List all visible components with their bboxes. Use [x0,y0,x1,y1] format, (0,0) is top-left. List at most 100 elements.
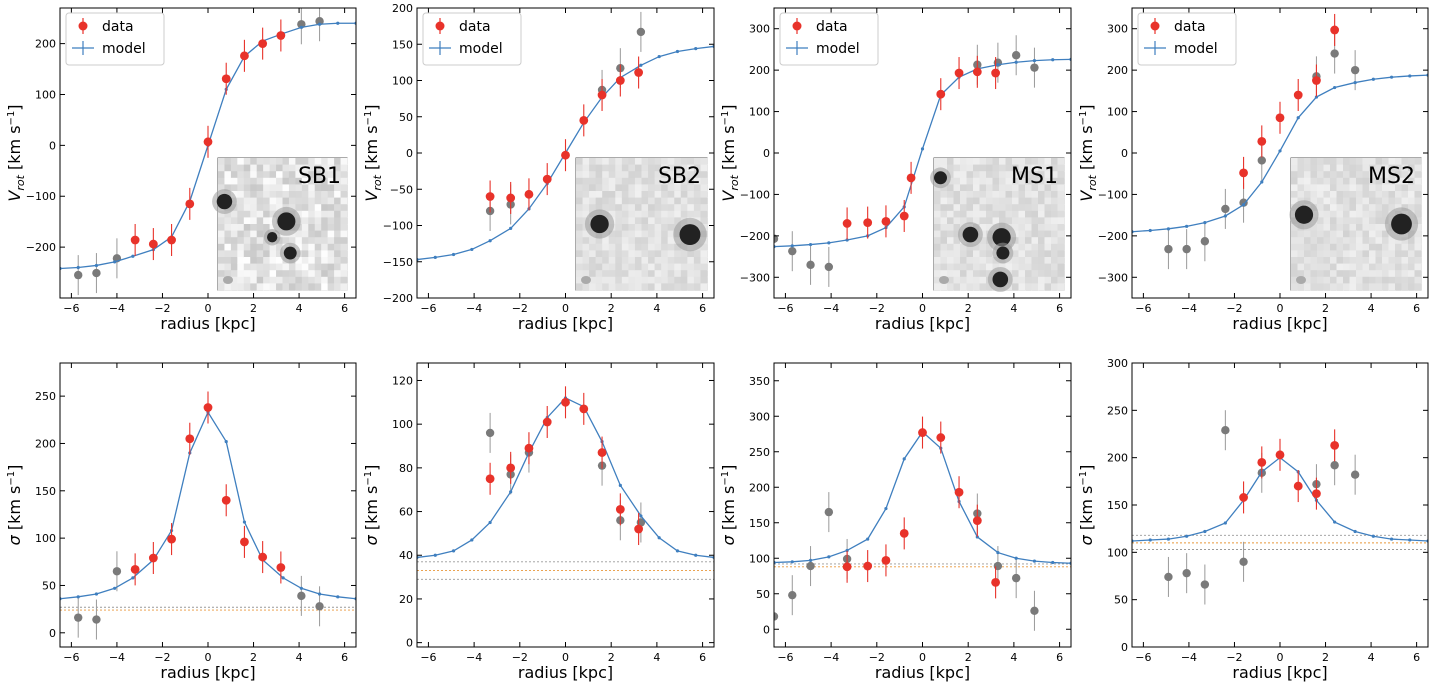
inset-pixel [1051,184,1058,192]
inset-pixel [1018,276,1026,284]
inset-pixel [218,164,225,172]
inset-pixel [1330,276,1337,284]
inset-pixel [589,237,597,245]
inset-pixel [576,184,583,192]
data-point [972,516,982,526]
inset-pixel [940,224,948,231]
inset-pixel [1317,204,1324,212]
outside-point [1239,557,1248,566]
legend-data-label: data [816,19,848,35]
inset-pixel [301,171,309,179]
inset-pixel [1362,276,1370,284]
inset-pixel [1375,171,1383,179]
inset-pixel [979,210,987,218]
inset-pixel [1369,276,1376,284]
inset-pixel [1356,283,1363,291]
inset-pixel [1349,177,1357,185]
inset-pixel [282,164,290,172]
inset-label: MS2 [1368,164,1415,189]
inset-pixel [224,250,232,258]
inset-pixel [615,158,623,165]
inset-pixel [1375,230,1383,238]
inset-pixel [1330,263,1337,271]
inset-pixel [576,263,583,271]
inset-label: SB1 [298,164,341,189]
inset-pixel [1375,250,1383,258]
inset-pixel [661,204,669,212]
data-point [258,39,268,49]
inset-pixel [288,171,296,179]
inset-pixel [986,158,993,165]
inset-pixel [314,243,322,251]
inset-pixel [1343,270,1350,278]
inset-pixel [288,283,296,291]
inset-pixel [321,177,329,185]
inset-pixel [634,204,642,212]
inset-pixel [947,191,954,198]
inset-pixel [1038,204,1045,212]
inset-pixel [700,191,708,198]
inset-pixel [1369,217,1376,225]
inset-pixel [334,158,341,165]
inset-pixel [1031,210,1039,218]
inset-pixel [1336,250,1344,258]
inset-pixel [1297,263,1305,271]
inset-pixel [674,263,682,271]
inset-pixel [641,217,649,225]
inset-pixel [340,204,348,212]
inset-pixel [1356,276,1363,284]
inset-pixel [615,164,623,172]
inset-pixel [960,243,967,251]
outside-point [1350,470,1360,479]
inset-pixel [687,191,695,198]
inset-pixel [602,191,610,198]
inset-pixel [1297,237,1305,245]
inset-pixel [256,210,264,218]
inset-pixel [1057,250,1065,258]
y-tick-label: 100 [392,75,413,88]
inset-pixel [1349,263,1357,271]
inset-pixel [237,197,245,205]
inset-pixel [321,217,329,225]
legend-data-marker [792,21,802,31]
inset-pixel [224,257,232,264]
inset-pixel [700,164,708,172]
inset-pixel [308,276,316,284]
inset-pixel [327,243,335,251]
inset-pixel [334,197,341,205]
inset-pixel [661,257,669,264]
inset-pixel [314,237,322,245]
inset-pixel [1051,230,1058,238]
inset-pixel [602,250,610,258]
inset-pixel [237,283,245,291]
inset-pixel [700,257,708,264]
source-blob [934,171,947,185]
inset-pixel [1408,204,1415,212]
inset-pixel [321,210,329,218]
inset-pixel [700,270,708,278]
y-tick-label: 50 [42,579,56,592]
x-tick-label: −4 [109,302,125,315]
inset-pixel [334,257,341,264]
plot-area [1132,410,1428,605]
inset-pixel [314,257,322,264]
inset-pixel [237,217,245,225]
inset-pixel [1317,230,1324,238]
inset-pixel [693,204,701,212]
inset-pixel [1297,158,1305,165]
inset-pixel [628,158,636,165]
inset-pixel [334,164,341,172]
inset-pixel [321,224,329,231]
inset-pixel [1401,164,1409,172]
inset-pixel [1057,224,1065,231]
inset-pixel [973,158,980,165]
legend-box [65,12,165,66]
inset-pixel [1395,177,1402,185]
x-axis-label: radius [kpc] [160,663,255,682]
inset-pixel [634,250,642,258]
inset-pixel [621,276,629,284]
inset-pixel [250,263,258,271]
outside-point [1239,198,1248,207]
inset-pixel [674,257,682,264]
inset-pixel [1310,243,1318,251]
